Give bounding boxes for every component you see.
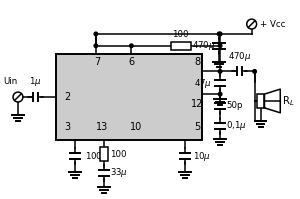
Text: 2: 2 — [64, 92, 70, 102]
Text: 100$\mu$: 100$\mu$ — [85, 150, 109, 163]
Circle shape — [247, 19, 256, 29]
Bar — [171, 42, 190, 50]
Text: 470$\mu$: 470$\mu$ — [228, 50, 252, 62]
Text: + Vcc: + Vcc — [260, 20, 285, 29]
Text: 13: 13 — [96, 122, 108, 132]
Circle shape — [218, 70, 222, 73]
Text: 470$\mu$: 470$\mu$ — [191, 39, 215, 52]
Text: 100: 100 — [110, 150, 126, 159]
Circle shape — [13, 92, 23, 102]
Text: 7: 7 — [94, 57, 100, 66]
Text: 3: 3 — [64, 122, 70, 132]
Bar — [56, 54, 203, 140]
Circle shape — [218, 44, 222, 48]
Text: 10$\mu$: 10$\mu$ — [193, 150, 211, 163]
Text: 8: 8 — [194, 57, 200, 66]
Text: 10: 10 — [130, 122, 142, 132]
Bar — [256, 94, 265, 108]
Text: 5: 5 — [194, 122, 201, 132]
Text: 12: 12 — [191, 99, 204, 109]
Circle shape — [253, 70, 256, 73]
Text: 50p: 50p — [226, 101, 242, 110]
Circle shape — [218, 92, 222, 96]
Text: 1$\mu$: 1$\mu$ — [29, 75, 42, 88]
Text: 100: 100 — [172, 30, 189, 39]
Text: 0,1$\mu$: 0,1$\mu$ — [226, 119, 247, 132]
Bar — [100, 147, 108, 161]
Circle shape — [94, 32, 98, 36]
Circle shape — [130, 44, 133, 48]
Text: 6: 6 — [128, 57, 134, 66]
Circle shape — [218, 32, 222, 36]
Circle shape — [94, 44, 98, 48]
Text: 33$\mu$: 33$\mu$ — [110, 166, 128, 179]
Text: Uin: Uin — [3, 77, 17, 86]
Circle shape — [218, 32, 221, 36]
Text: R$_L$: R$_L$ — [282, 94, 295, 108]
Text: 47$\mu$: 47$\mu$ — [194, 77, 213, 90]
